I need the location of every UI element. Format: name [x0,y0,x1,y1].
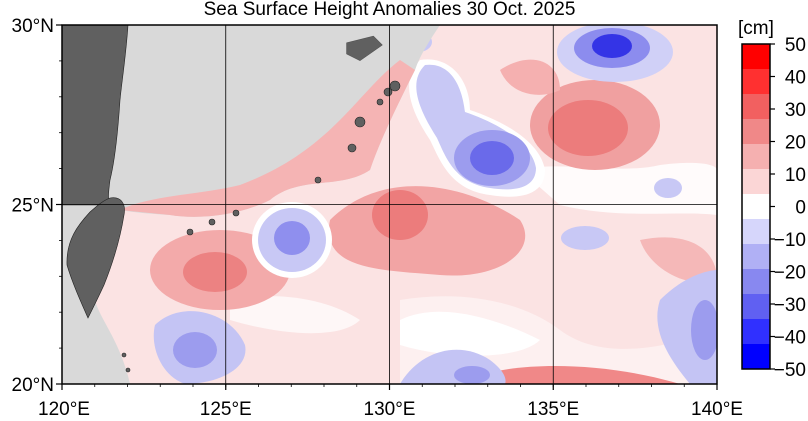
colorbar-swatch [742,194,770,220]
nearshore-band [120,60,415,217]
land-island-8 [186,228,194,236]
lat-tick-label: 20°N [12,375,54,396]
colorbar-swatch [742,269,770,295]
colorbar-swatch [742,69,770,95]
colorbar-unit: [cm] [738,18,774,39]
no-data-south-shelf [62,300,130,384]
colorbar-tick-label: 30 [785,100,806,121]
lon-tick-label: 125°E [200,399,252,420]
colorbar-swatches [742,44,770,370]
cold-patch-far-east [654,178,682,198]
lon-tick-label: 130°E [364,399,416,420]
land-island-7 [208,218,216,226]
colorbar-swatch [742,344,770,370]
colorbar-tick-label: −20 [774,263,806,284]
colorbar-tick-label: 50 [785,35,806,56]
cold-eddy-south-core [454,366,490,384]
warm-eddy-central-core [372,190,428,240]
land-island-10 [125,367,131,373]
land-island-9 [121,352,127,358]
cold-eddies [153,25,717,384]
colorbar-swatch [742,94,770,120]
colorbar-tick-label: 10 [785,165,806,186]
land-island-2 [383,87,393,97]
cold-eddy-west-core [274,221,310,255]
land-taiwan [66,197,125,319]
lon-tick-label: 140°E [691,399,743,420]
colorbar-swatch [742,144,770,170]
land-island-6 [232,209,240,217]
colorbar-swatch [742,219,770,245]
colorbar-swatch [742,294,770,320]
map-title: Sea Surface Height Anomalies 30 Oct. 202… [203,0,576,20]
warm-patch-east [640,237,717,283]
colorbar-tick-label: −30 [774,295,806,316]
cold-eddy-central-core [470,141,514,175]
lon-tick-label: 120°E [38,399,90,420]
colorbar-tick-label: −40 [774,328,806,349]
land-island-5 [314,176,322,184]
ssh-white-sw [230,296,360,334]
lat-tick-label: 30°N [12,16,54,37]
colorbar-tick-label: −10 [774,230,806,251]
no-data-shelf [62,25,440,300]
colorbar: [cm] 50 40 30 20 10 0 −10 −20 −30 −40 −50 [738,18,806,381]
land-island-3 [376,98,384,106]
lon-tick-label: 135°E [527,399,579,420]
colorbar-tick-label: 0 [795,198,806,219]
cold-eddy-se-core [691,300,717,360]
axis-ticks [56,24,718,390]
warm-eddy-north-core [548,100,628,156]
land-okinawa [354,116,366,128]
colorbar-tick-label: 40 [785,68,806,89]
colorbar-tick-label: −50 [774,360,806,381]
land-ryukyu-north [346,35,383,61]
ssh-white-south [400,311,540,356]
warm-eddy-west-core [183,252,247,292]
no-data-areas [62,25,440,384]
warm-eddy-south [460,366,680,384]
cold-eddy-ne-core [592,34,632,58]
ssh-band-east [520,162,717,215]
colorbar-swatch [742,244,770,270]
colorbar-swatch [742,169,770,195]
cold-eddy-sw-core [173,332,217,368]
colorbar-swatch [742,119,770,145]
cold-patch-east [561,226,609,250]
ssh-field [62,25,717,384]
land-island-1 [389,80,401,92]
warm-patch-north [500,59,560,95]
colorbar-tick-label: 20 [785,133,806,154]
axis-labels: 120°E 125°E 130°E 135°E 140°E 20°N 25°N 30°N [12,16,743,420]
colorbar-ticks: 50 40 30 20 10 0 −10 −20 −30 −40 −50 [770,35,806,381]
land-island-4 [347,143,357,153]
colorbar-swatch [742,319,770,345]
colorbar-swatch [742,44,770,70]
lat-tick-label: 25°N [12,196,54,217]
land [62,25,401,373]
